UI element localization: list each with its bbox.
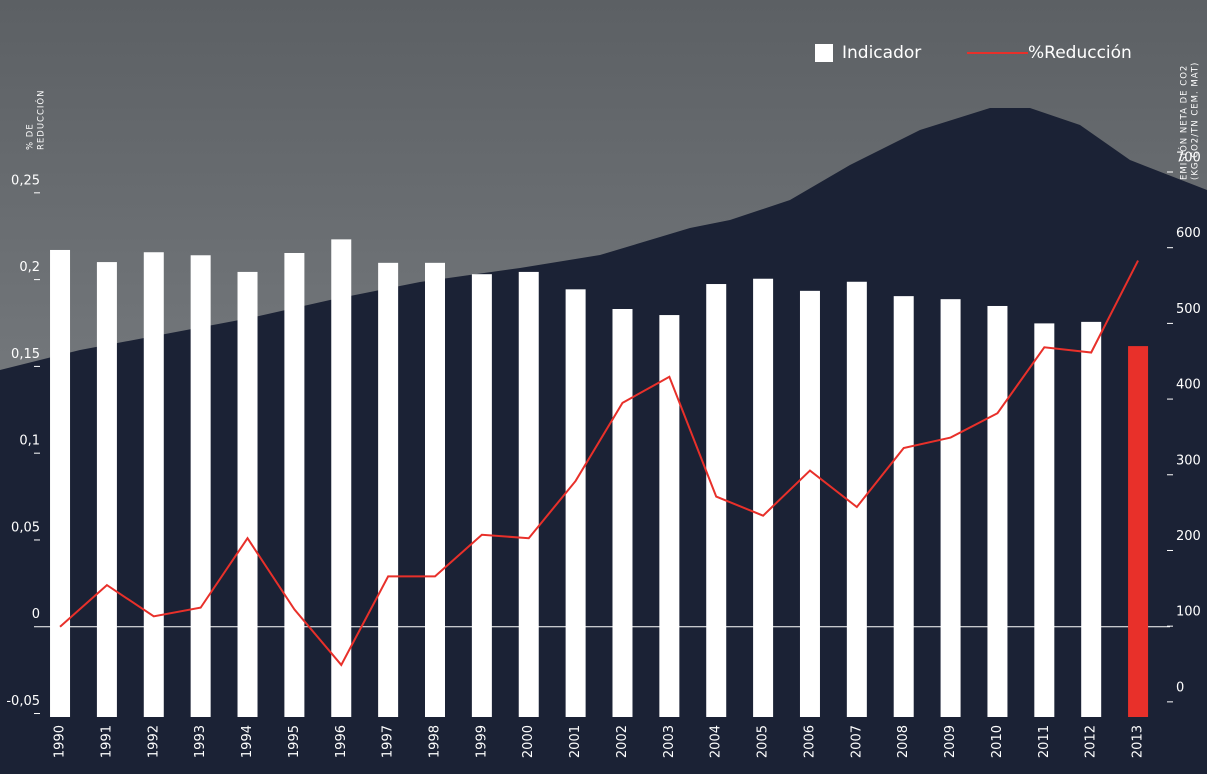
x-tick-label: 1996 bbox=[334, 725, 349, 758]
x-tick-label: 2008 bbox=[896, 725, 911, 758]
y-tick-label: 0 bbox=[32, 607, 40, 622]
y2-tick-label: 700 bbox=[1176, 151, 1201, 166]
x-tick-label: 2006 bbox=[802, 725, 817, 758]
y2-axis-title: emisión neta de co2 bbox=[1178, 65, 1190, 180]
bar bbox=[940, 299, 961, 717]
bar bbox=[190, 255, 211, 717]
bar bbox=[96, 262, 117, 717]
x-tick-label: 2001 bbox=[568, 725, 583, 758]
x-tick-label: 2010 bbox=[990, 725, 1005, 758]
y2-tick-label: 0 bbox=[1176, 680, 1184, 695]
x-tick-label: 2004 bbox=[709, 725, 724, 758]
x-tick-label: 2007 bbox=[849, 725, 864, 758]
legend-label: %Reducción bbox=[1028, 43, 1132, 63]
y-tick-label: 0,15 bbox=[11, 347, 40, 362]
bar bbox=[659, 315, 680, 717]
y-tick-label: 0,1 bbox=[19, 434, 40, 449]
bar bbox=[987, 305, 1008, 717]
bar bbox=[1128, 346, 1149, 717]
legend-swatch bbox=[815, 44, 833, 62]
bar bbox=[799, 290, 820, 717]
y2-tick-label: 600 bbox=[1176, 226, 1201, 241]
bar bbox=[237, 271, 258, 717]
y2-tick-label: 300 bbox=[1176, 453, 1201, 468]
bar bbox=[518, 271, 539, 717]
bar bbox=[284, 252, 305, 718]
legend-label: Indicador bbox=[842, 43, 921, 63]
x-tick-label: 2011 bbox=[1037, 725, 1052, 758]
bar bbox=[846, 281, 867, 717]
line bbox=[59, 260, 1139, 667]
bar bbox=[331, 239, 352, 718]
x-tick-label: 2009 bbox=[943, 725, 958, 758]
bar bbox=[50, 249, 71, 717]
x-tick-label: 2005 bbox=[756, 725, 771, 758]
bar bbox=[1034, 323, 1055, 717]
y2-tick-label: 400 bbox=[1176, 378, 1201, 393]
y2-tick-label: 200 bbox=[1176, 529, 1201, 544]
y-axis-title: reducción bbox=[35, 90, 47, 150]
x-tick-label: 1991 bbox=[99, 725, 114, 758]
bar bbox=[753, 278, 774, 717]
x-tick-label: 2002 bbox=[615, 725, 630, 758]
x-tick-label: 2003 bbox=[662, 725, 677, 758]
bar bbox=[612, 309, 633, 717]
bar bbox=[706, 284, 727, 717]
x-tick-label: 1994 bbox=[240, 725, 255, 758]
bar bbox=[565, 289, 586, 717]
bar bbox=[893, 296, 914, 717]
x-tick-label: 2000 bbox=[521, 725, 536, 758]
x-tick-label: 1997 bbox=[381, 725, 396, 758]
bar bbox=[425, 262, 446, 717]
y-tick-label: -0,05 bbox=[6, 694, 40, 709]
x-tick-label: 1995 bbox=[287, 725, 302, 758]
x-tick-label: 2012 bbox=[1084, 725, 1099, 758]
x-tick-label: 2013 bbox=[1131, 725, 1146, 758]
bar bbox=[471, 274, 492, 717]
y-tick-label: 0,25 bbox=[11, 173, 40, 188]
bar bbox=[378, 262, 399, 717]
x-tick-label: 1999 bbox=[474, 725, 489, 758]
y2-axis-title: (kg co2/tn cem. mat) bbox=[1191, 62, 1201, 180]
y2-tick-label: 500 bbox=[1176, 302, 1201, 317]
x-tick-label: 1998 bbox=[428, 725, 443, 758]
bar bbox=[143, 252, 164, 717]
y2-tick-label: 100 bbox=[1176, 605, 1201, 620]
x-tick-label: 1993 bbox=[193, 725, 208, 758]
x-tick-label: 1990 bbox=[53, 725, 68, 758]
y-tick-label: 0,2 bbox=[19, 260, 40, 275]
x-tick-label: 1992 bbox=[146, 725, 161, 758]
y-axis-title: % de bbox=[26, 123, 36, 150]
y-tick-label: 0,05 bbox=[11, 520, 40, 535]
bar bbox=[1081, 321, 1102, 717]
